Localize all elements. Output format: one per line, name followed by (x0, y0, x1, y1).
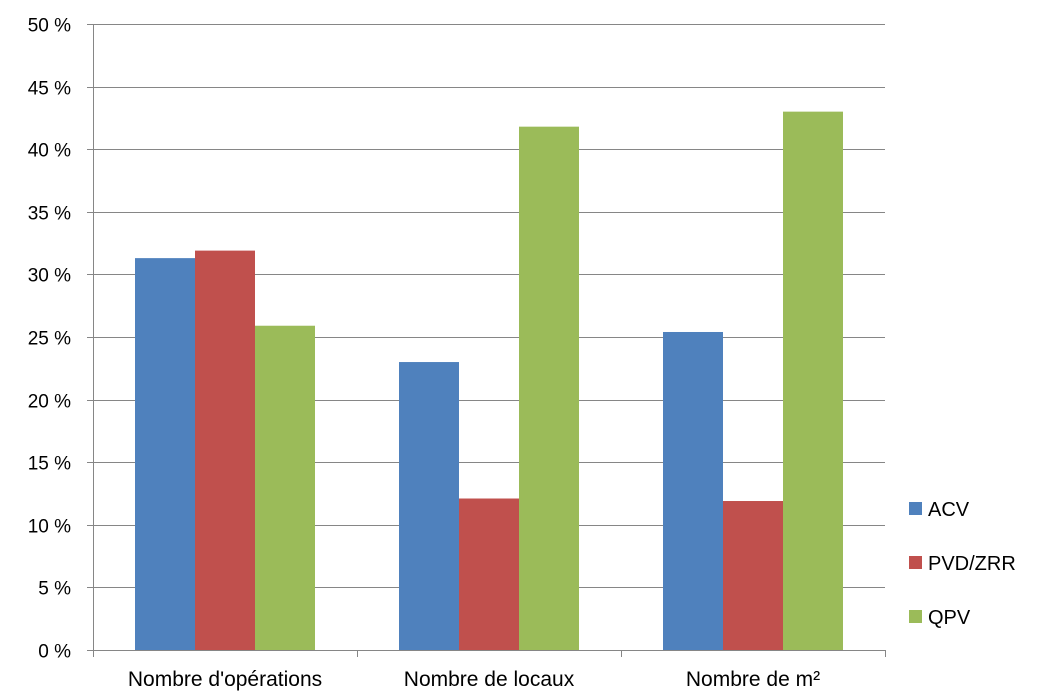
bar-acv (663, 331, 723, 650)
y-tick-label: 50 % (28, 16, 71, 37)
axes (87, 24, 886, 657)
x-category-label: Nombre de m² (686, 668, 820, 691)
x-category-label: Nombre d'opérations (128, 668, 322, 691)
y-tick-label: 10 % (28, 517, 71, 538)
bar-qpv (783, 111, 843, 650)
y-tick-label: 40 % (28, 141, 71, 162)
y-tick-label: 35 % (28, 204, 71, 225)
x-category-label: Nombre de locaux (404, 668, 575, 691)
legend-label: QPV (928, 607, 971, 629)
legend: ACV PVD/ZRR QPV (909, 499, 1016, 629)
bar-pvd-zrr (459, 498, 519, 650)
y-tick-label: 15 % (28, 454, 71, 475)
bars (135, 111, 843, 650)
legend-label: ACV (928, 499, 970, 521)
bar-pvd-zrr (723, 501, 783, 650)
bar-qpv (255, 325, 315, 650)
y-tick-label: 0 % (38, 642, 71, 663)
y-tick-label: 25 % (28, 329, 71, 350)
y-tick-label: 5 % (38, 579, 71, 600)
legend-swatch (909, 556, 922, 569)
bar-acv (135, 258, 195, 650)
y-tick-label: 45 % (28, 79, 71, 100)
legend-swatch (909, 502, 922, 515)
bar-qpv (519, 126, 579, 650)
legend-label: PVD/ZRR (928, 553, 1016, 575)
y-tick-label: 30 % (28, 266, 71, 287)
axis-labels: 0 % 5 % 10 % 15 % 20 % 25 % 30 % 35 % 40 % 45 % 50… (28, 16, 820, 692)
bar-pvd-zrr (195, 250, 255, 650)
bar-acv (399, 362, 459, 650)
legend-swatch (909, 610, 922, 623)
y-tick-label: 20 % (28, 392, 71, 413)
